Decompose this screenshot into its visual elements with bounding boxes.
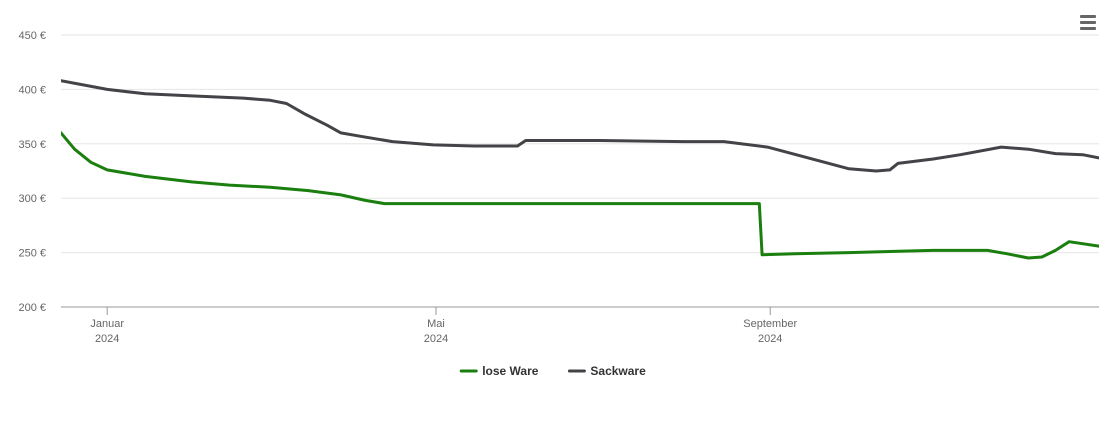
x-tick-label-year: 2024	[95, 333, 119, 345]
x-tick-label-year: 2024	[758, 333, 782, 345]
y-tick-label: 200 €	[18, 302, 46, 314]
y-tick-label: 450 €	[18, 30, 46, 42]
series-line	[61, 79, 1099, 173]
series-line	[61, 131, 1099, 260]
x-tick-label: September	[743, 318, 797, 330]
y-tick-label: 400 €	[18, 84, 46, 96]
x-tick-label-year: 2024	[424, 333, 448, 345]
y-tick-label: 250 €	[18, 248, 46, 260]
legend-label[interactable]: Sackware	[590, 364, 646, 378]
x-tick-label: Januar	[90, 318, 124, 330]
y-tick-label: 350 €	[18, 139, 46, 151]
y-tick-label: 300 €	[18, 193, 46, 205]
x-tick-label: Mai	[427, 318, 445, 330]
hamburger-menu-icon[interactable]	[1074, 10, 1102, 34]
legend-label[interactable]: lose Ware	[482, 364, 539, 378]
